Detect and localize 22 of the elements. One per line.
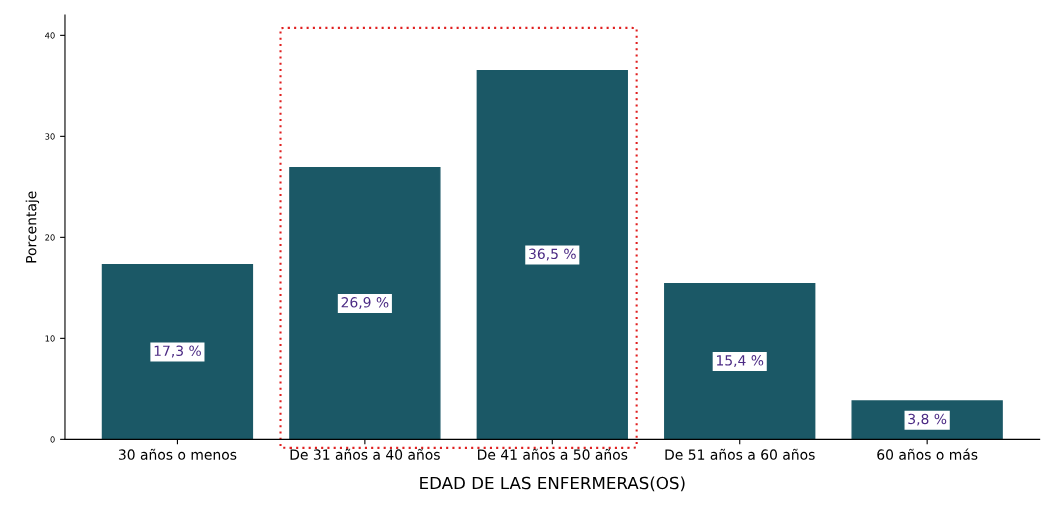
y-tick-label: 40 [45,32,55,39]
bar [289,166,441,440]
y-tick-label: 10 [45,335,55,342]
y-tick-label: 0 [50,436,55,443]
x-tick-label: 60 años o más [877,448,978,460]
x-tick-label: De 41 años a 50 años [478,448,628,460]
x-axis-title: EDAD DE LAS ENFERMERAS(OS) [420,476,685,492]
x-tick-label: 30 años o menos [118,448,237,460]
data-label: 15,4 % [716,355,764,368]
data-label: 3,8 % [908,413,947,426]
data-label: 36,5 % [529,248,576,261]
y-axis-title: Porcentaje [25,191,40,263]
bar [101,263,254,440]
bar [851,400,1003,440]
bar [664,283,816,440]
y-tick-label: 30 [45,133,55,140]
data-label: 17,3 % [154,345,201,358]
bar [476,70,628,440]
data-label: 26,9 % [341,297,389,309]
y-tick-label: 20 [45,234,55,241]
x-tick-label: De 51 años a 60 años [665,448,815,460]
x-tick-label: De 31 años a 40 años [290,448,440,460]
